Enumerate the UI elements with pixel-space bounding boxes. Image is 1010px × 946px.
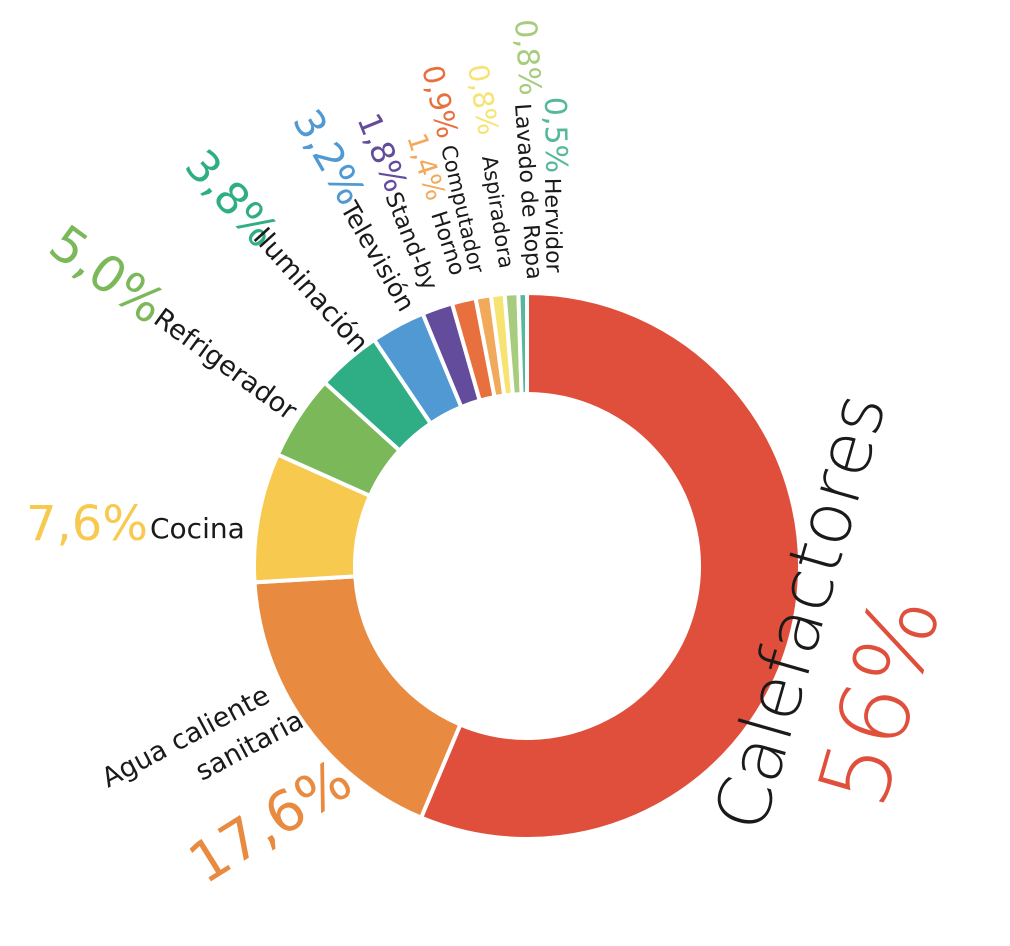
chart-slices — [252, 290, 802, 841]
slice-agua-caliente-sanitaria — [252, 574, 463, 820]
category-label-hervidor: Hervidor — [539, 178, 566, 274]
value-label-computador: 0,9% — [415, 62, 465, 141]
value-label-lavado-de-ropa: 0,8% — [507, 18, 547, 96]
value-label-hervidor: 0,5% — [537, 97, 573, 174]
category-label-cocina: Cocina — [150, 512, 245, 545]
value-label-aspiradora: 0,8% — [461, 62, 505, 137]
slice-calefactores — [419, 291, 802, 841]
value-label-cocina: 7,6% — [26, 496, 148, 552]
category-label-refrigerador: Refrigerador — [148, 303, 303, 428]
slice-hervidor — [516, 290, 529, 397]
